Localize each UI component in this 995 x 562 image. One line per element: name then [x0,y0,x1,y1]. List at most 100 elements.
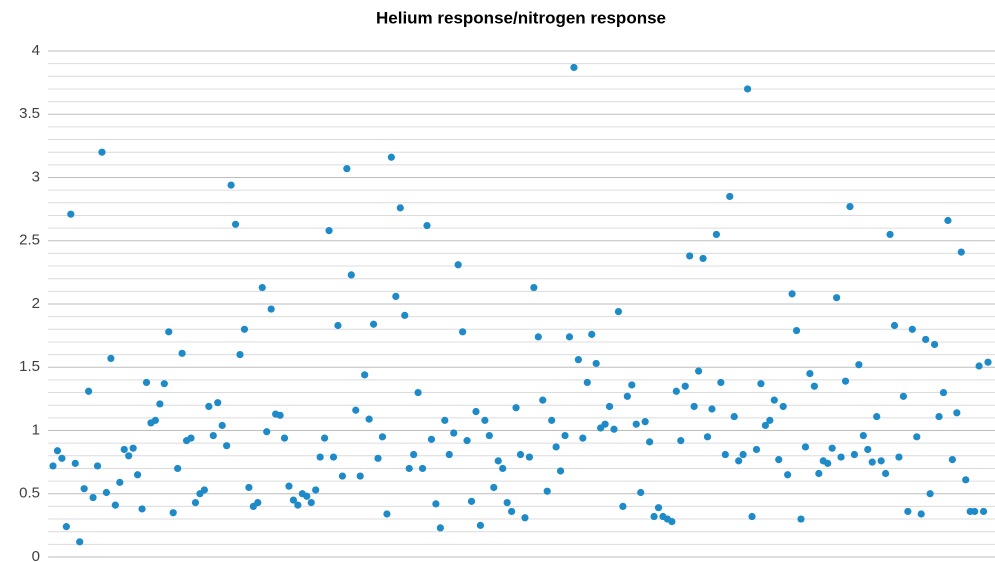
point [788,290,796,298]
point [245,483,253,492]
point [565,333,574,341]
point [810,382,818,390]
point [156,400,164,408]
point [481,416,489,424]
y-tick-label: 0.5 [19,485,40,502]
point [752,445,761,454]
point [218,421,226,430]
point [325,227,333,235]
point [837,453,845,461]
point [899,392,908,400]
point [944,216,952,225]
point [343,165,351,173]
point [864,445,872,454]
point [721,450,729,459]
point [263,428,271,436]
point [120,445,128,454]
point [548,416,556,424]
point [138,505,146,513]
point [588,330,596,338]
point [191,499,200,507]
axes: 0 0.5 1 1.5 2 2.5 3 3.5 4 [19,42,40,562]
point [267,305,275,313]
point [539,396,547,404]
point [378,433,387,441]
point [694,367,703,375]
point [534,333,542,341]
point [85,387,93,395]
point [454,261,462,269]
point [320,434,329,442]
point [463,437,471,445]
grid [48,50,995,558]
point [703,433,712,441]
point [841,377,850,385]
point [285,482,293,490]
point [169,509,177,517]
point [592,359,600,368]
point [93,462,102,470]
point [935,412,943,421]
point [347,271,355,279]
point [494,457,502,465]
point [223,442,231,450]
point [62,523,70,531]
point [205,402,213,411]
point [178,349,186,357]
point [761,421,769,430]
point [432,500,440,508]
point [579,434,587,442]
point [227,181,235,189]
point [307,499,315,507]
point [650,512,658,521]
point [445,450,453,459]
point [904,507,912,516]
point [338,472,347,480]
point [392,292,400,301]
point [280,434,289,442]
point [708,405,716,413]
point [984,358,992,366]
point [410,450,418,459]
point [383,510,391,518]
point [561,431,569,440]
point [441,416,449,424]
point [423,221,431,230]
point [873,412,881,421]
point [815,469,823,478]
point [316,453,324,461]
point [49,462,57,470]
point [895,453,903,461]
point [637,488,645,497]
point [67,210,75,218]
point [681,382,689,390]
point [58,454,66,462]
point [329,453,338,461]
point [556,467,565,475]
point [129,444,137,452]
point [850,450,859,459]
y-tick-label: 2.5 [19,232,40,249]
point [76,538,84,546]
point [801,443,810,451]
point [846,202,854,211]
point [930,340,939,349]
point [214,399,222,407]
point [414,388,422,397]
point [646,438,654,446]
point [962,476,970,484]
point [757,380,765,388]
point [712,230,721,239]
point [418,464,427,473]
point [525,453,534,461]
y-tick-label: 1 [32,421,40,438]
point [334,321,342,330]
point [209,431,217,440]
point [236,351,244,359]
point [133,471,142,479]
point [151,416,160,424]
y-tick-label: 3 [32,168,40,185]
point [107,354,115,362]
